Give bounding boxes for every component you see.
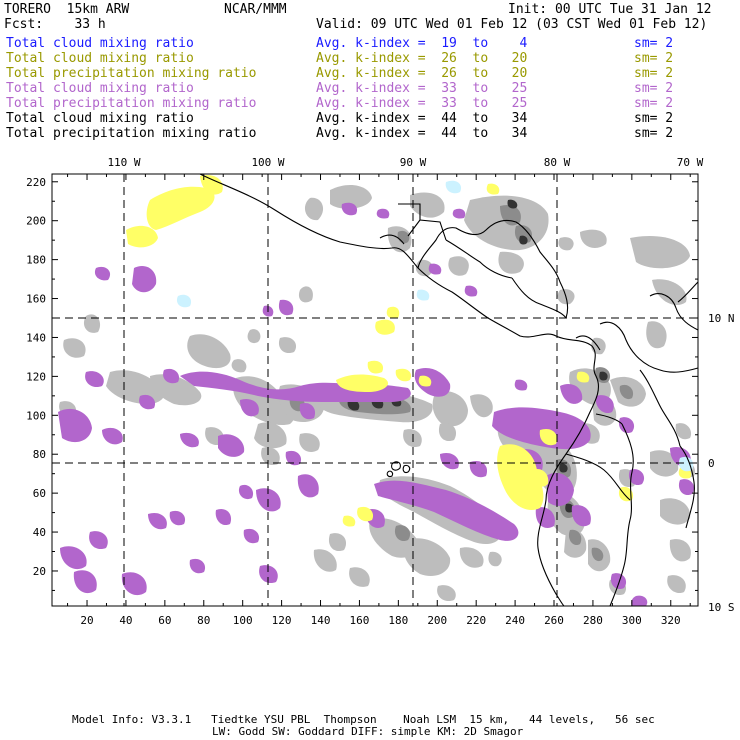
lat-label: 10 N bbox=[708, 312, 735, 325]
forecast-hour: Fcst: 33 h bbox=[4, 17, 106, 32]
legend-range: Avg. k-index = 33 to 25 bbox=[316, 81, 528, 96]
right-latitude-labels: 10 N 0 10 S bbox=[708, 312, 735, 614]
top-longitude-labels: 110 W 100 W 90 W 80 W 70 W bbox=[107, 156, 703, 169]
x-tick-label: 320 bbox=[661, 614, 681, 627]
x-tick-label: 260 bbox=[544, 614, 564, 627]
legend-range: Avg. k-index = 26 to 20 bbox=[316, 51, 528, 66]
y-tick-label: 60 bbox=[33, 487, 46, 500]
x-tick-label: 120 bbox=[272, 614, 292, 627]
legend-range: Avg. k-index = 44 to 34 bbox=[316, 111, 528, 126]
x-tick-label: 200 bbox=[427, 614, 447, 627]
legend-field: Total precipitation mixing ratio bbox=[6, 66, 257, 81]
lon-label: 110 W bbox=[107, 156, 140, 169]
legend-field: Total precipitation mixing ratio bbox=[6, 96, 257, 111]
init-time: Init: 00 UTC Tue 31 Jan 12 bbox=[508, 2, 712, 17]
legend-range: Avg. k-index = 44 to 34 bbox=[316, 126, 528, 141]
x-tick-label: 140 bbox=[311, 614, 331, 627]
legend-field: Total cloud mixing ratio bbox=[6, 36, 194, 51]
legend-sm: sm= 2 bbox=[634, 51, 674, 66]
legend-sm: sm= 2 bbox=[634, 111, 674, 126]
lon-label: 80 W bbox=[544, 156, 571, 169]
y-tick-label: 20 bbox=[33, 565, 46, 578]
x-tick-label: 220 bbox=[466, 614, 486, 627]
x-tick-label: 40 bbox=[119, 614, 132, 627]
y-tick-label: 200 bbox=[26, 215, 46, 228]
bottom-x-labels: 20 40 60 80 100 120 140 160 180 200 220 240 260 280 30… bbox=[80, 614, 680, 627]
legend-field: Total cloud mixing ratio bbox=[6, 111, 194, 126]
x-tick-label: 60 bbox=[158, 614, 171, 627]
latlon-grid bbox=[52, 174, 698, 606]
y-tick-label: 120 bbox=[26, 370, 46, 383]
x-tick-label: 300 bbox=[622, 614, 642, 627]
x-tick-label: 100 bbox=[233, 614, 253, 627]
legend-sm: sm= 2 bbox=[634, 36, 674, 51]
coastlines bbox=[199, 173, 699, 607]
cloud-cyan-areas bbox=[176, 180, 694, 472]
valid-time: Valid: 09 UTC Wed 01 Feb 12 (03 CST Wed … bbox=[316, 17, 708, 32]
x-tick-label: 160 bbox=[349, 614, 369, 627]
y-tick-label: 180 bbox=[26, 254, 46, 267]
footer-line-1: Model Info: V3.3.1 Tiedtke YSU PBL Thomp… bbox=[72, 713, 655, 726]
y-tick-label: 40 bbox=[33, 526, 46, 539]
legend-sm: sm= 2 bbox=[634, 126, 674, 141]
x-tick-label: 180 bbox=[388, 614, 408, 627]
x-tick-label: 240 bbox=[505, 614, 525, 627]
lon-label: 90 W bbox=[400, 156, 427, 169]
lat-label: 0 bbox=[708, 457, 715, 470]
org-label: NCAR/MMM bbox=[224, 2, 287, 17]
y-tick-label: 160 bbox=[26, 293, 46, 306]
legend-field: Total precipitation mixing ratio bbox=[6, 126, 257, 141]
cloud-yellow-areas bbox=[126, 174, 692, 527]
legend-field: Total cloud mixing ratio bbox=[6, 51, 194, 66]
axis-ticks bbox=[52, 174, 698, 606]
legend-range: Avg. k-index = 19 to 4 bbox=[316, 36, 528, 51]
legend-range: Avg. k-index = 26 to 20 bbox=[316, 66, 528, 81]
legend-field: Total cloud mixing ratio bbox=[6, 81, 194, 96]
x-tick-label: 280 bbox=[583, 614, 603, 627]
model-title: TORERO 15km ARW bbox=[4, 2, 130, 17]
x-tick-label: 80 bbox=[197, 614, 210, 627]
footer-line-2: LW: Godd SW: Goddard DIFF: simple KM: 2D… bbox=[212, 725, 524, 738]
legend-sm: sm= 2 bbox=[634, 66, 674, 81]
y-tick-label: 100 bbox=[26, 409, 46, 422]
y-tick-label: 220 bbox=[26, 176, 46, 189]
y-tick-label: 140 bbox=[26, 331, 46, 344]
lon-label: 100 W bbox=[251, 156, 284, 169]
lon-label: 70 W bbox=[677, 156, 704, 169]
legend-range: Avg. k-index = 33 to 25 bbox=[316, 96, 528, 111]
x-tick-label: 20 bbox=[80, 614, 93, 627]
legend-sm: sm= 2 bbox=[634, 81, 674, 96]
lat-label: 10 S bbox=[708, 601, 735, 614]
left-y-labels: 220 200 180 160 140 120 100 80 60 40 20 bbox=[26, 176, 46, 578]
legend-sm: sm= 2 bbox=[634, 96, 674, 111]
y-tick-label: 80 bbox=[33, 448, 46, 461]
